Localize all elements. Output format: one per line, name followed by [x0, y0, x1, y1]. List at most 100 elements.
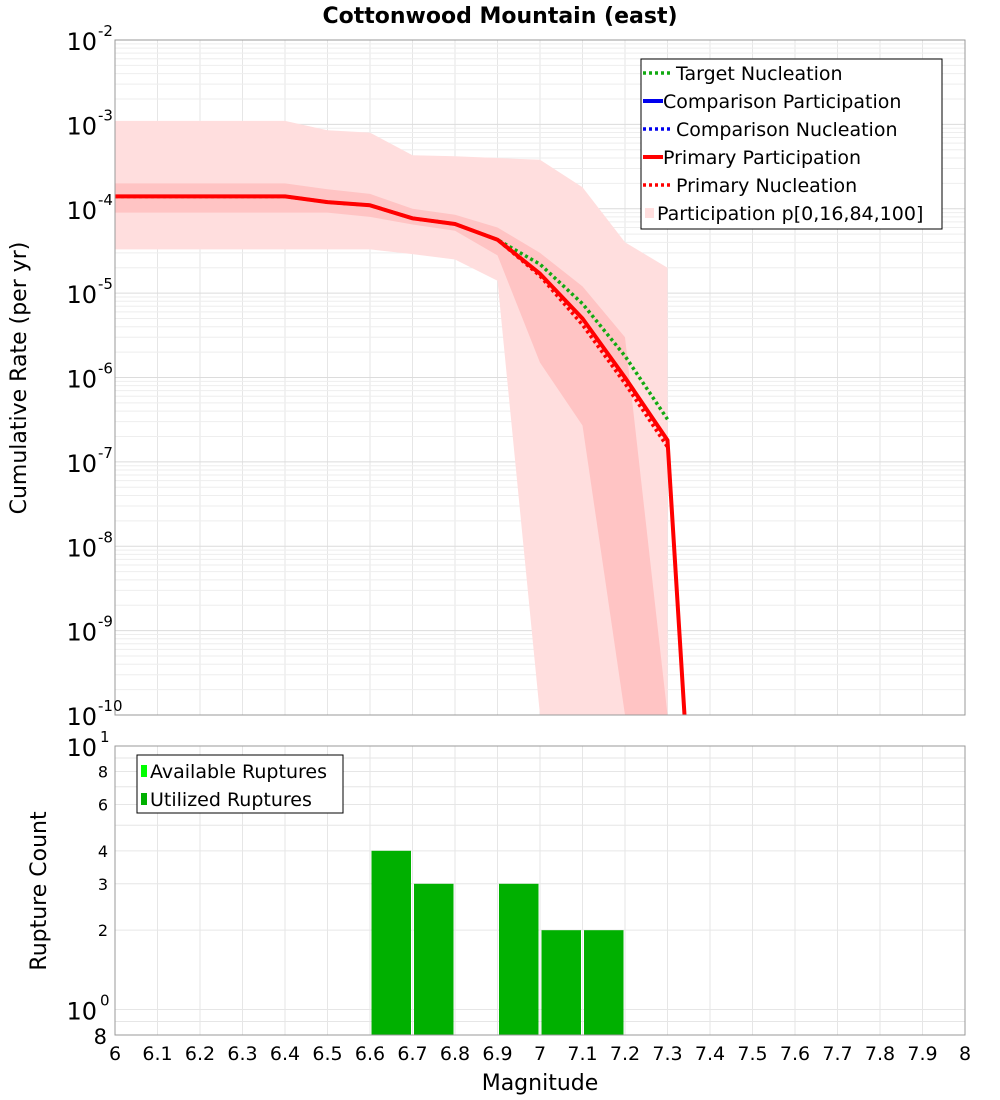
count-legend-swatch [141, 765, 147, 777]
count-legend-label: Utilized Ruptures [150, 789, 312, 811]
rate-y-tick-base: 10 [66, 619, 97, 647]
x-tick: 6.6 [355, 1043, 385, 1065]
line-primary-participation [115, 194, 687, 715]
count-y-tick: 2 [98, 921, 108, 940]
rate-y-tick-exponent: -4 [98, 191, 113, 209]
x-tick: 6 [109, 1043, 121, 1065]
utilized-rupture-bar [541, 930, 581, 1035]
count-y-decade-tick: 10 1 [66, 728, 109, 762]
chart-title: Cottonwood Mountain (east) [322, 4, 677, 29]
x-tick-labels: 6 6.1 6.2 6.3 6.4 6.5 6.6 6.7 6.8 6.9 7 7.1 7.2 7.3 7.… [109, 1043, 971, 1065]
rate-legend-label: Target Nucleation [675, 63, 843, 85]
rate-y-tick-exponent: -6 [98, 360, 113, 378]
rate-y-tick: 10 -3 [66, 106, 113, 140]
count-legend-label: Available Ruptures [150, 761, 327, 783]
rate-legend-item: Primary Nucleation [643, 175, 857, 197]
count-plot-frame [114, 745, 966, 1036]
count-y-tick: 6 [98, 795, 108, 814]
count-y-tick: 3 [98, 875, 108, 894]
rate-y-tick-base: 10 [66, 28, 97, 56]
rate-legend-box [640, 58, 943, 230]
x-tick: 8 [959, 1043, 971, 1065]
x-axis-label: Magnitude [482, 1071, 599, 1096]
x-tick: 6.1 [142, 1043, 172, 1065]
count-y-tick: 4 [98, 842, 108, 861]
rate-y-tick-exponent: -9 [98, 613, 113, 631]
rate-y-tick: 10 -4 [66, 191, 113, 225]
rate-y-tick-exponent: -5 [98, 275, 113, 293]
rate-legend-label: Primary Participation [663, 147, 861, 169]
x-tick: 6.8 [440, 1043, 470, 1065]
x-tick: 6.2 [185, 1043, 215, 1065]
rate-legend-item: Participation p[0,16,84,100] [645, 203, 923, 225]
rate-y-tick: 10 -6 [66, 360, 113, 394]
rate-legend-label: Comparison Participation [663, 91, 901, 113]
rate-lines [115, 194, 687, 715]
rate-y-axis-label: Cumulative Rate (per yr) [7, 242, 32, 515]
count-legend-box [136, 754, 344, 814]
count-y-tick: 8 [98, 763, 108, 782]
x-tick: 7.7 [822, 1043, 852, 1065]
rate-plot-frame [114, 39, 966, 716]
rate-y-tick: 10 -9 [66, 613, 113, 647]
utilized-rupture-bar [499, 883, 539, 1035]
rate-y-tick-labels: 10-210-310-410-510-610-710-810-910-10 [66, 22, 122, 731]
count-legend-swatch [141, 793, 147, 805]
rate-y-tick-base: 10 [66, 281, 97, 309]
rate-y-tick-base: 10 [66, 450, 97, 478]
rate-y-tick: 10 -5 [66, 275, 113, 309]
count-y-tick-base: 10 [66, 997, 97, 1025]
x-tick: 7.6 [780, 1043, 810, 1065]
rate-legend-label: Primary Nucleation [676, 175, 857, 197]
utilized-rupture-bar [371, 850, 411, 1035]
rate-legend-label: Comparison Nucleation [676, 119, 898, 141]
x-tick: 6.5 [312, 1043, 342, 1065]
rate-y-tick-exponent: -2 [98, 22, 113, 40]
rate-y-tick: 10 -7 [66, 444, 113, 478]
count-y-axis-label: Rupture Count [27, 811, 52, 971]
count-legend-item: Available Ruptures [141, 761, 327, 783]
x-tick: 7.5 [737, 1043, 767, 1065]
rate-legend-swatch [645, 208, 654, 218]
x-tick: 6.4 [270, 1043, 300, 1065]
x-tick: 7.4 [695, 1043, 725, 1065]
x-tick: 7.8 [865, 1043, 895, 1065]
count-y-tick-exponent: 0 [100, 991, 110, 1009]
x-tick: 7.3 [652, 1043, 682, 1065]
rate-y-tick: 10 -8 [66, 528, 113, 562]
rate-y-tick-base: 10 [66, 366, 97, 394]
rate-y-tick-exponent: -3 [98, 106, 113, 124]
rate-y-tick-base: 10 [66, 534, 97, 562]
rate-legend-item: Comparison Nucleation [643, 119, 898, 141]
utilized-rupture-bar [584, 930, 624, 1035]
count-y-tick-exponent: 1 [100, 728, 110, 746]
band-p16-p84 [115, 183, 668, 715]
count-legend: Available Ruptures Utilized Ruptures [136, 754, 344, 814]
rate-legend: Target Nucleation Comparison Participatio… [640, 58, 943, 230]
rate-y-tick-base: 10 [66, 112, 97, 140]
rate-legend-label: Participation p[0,16,84,100] [657, 203, 923, 225]
count-y-tick-base: 10 [66, 734, 97, 762]
x-tick: 7 [534, 1043, 546, 1065]
x-tick: 6.9 [482, 1043, 512, 1065]
rate-y-tick-exponent: -7 [98, 444, 113, 462]
x-tick: 7.2 [610, 1043, 640, 1065]
x-tick: 6.7 [397, 1043, 427, 1065]
rate-legend-item: Primary Participation [643, 147, 861, 169]
x-tick: 7.9 [907, 1043, 937, 1065]
count-bars [371, 850, 624, 1035]
rate-y-tick: 10 -10 [66, 697, 122, 731]
count-y-tick-min: 8 [94, 1025, 107, 1049]
rate-y-tick-base: 10 [66, 197, 97, 225]
x-tick: 6.3 [227, 1043, 257, 1065]
participation-bands [115, 120, 668, 715]
rate-legend-item: Comparison Participation [643, 91, 901, 113]
rate-legend-item: Target Nucleation [643, 63, 843, 85]
utilized-rupture-bar [414, 883, 454, 1035]
count-y-decade-tick: 10 0 [66, 991, 109, 1025]
x-tick: 7.1 [567, 1043, 597, 1065]
rate-y-tick: 10 -2 [66, 22, 113, 56]
